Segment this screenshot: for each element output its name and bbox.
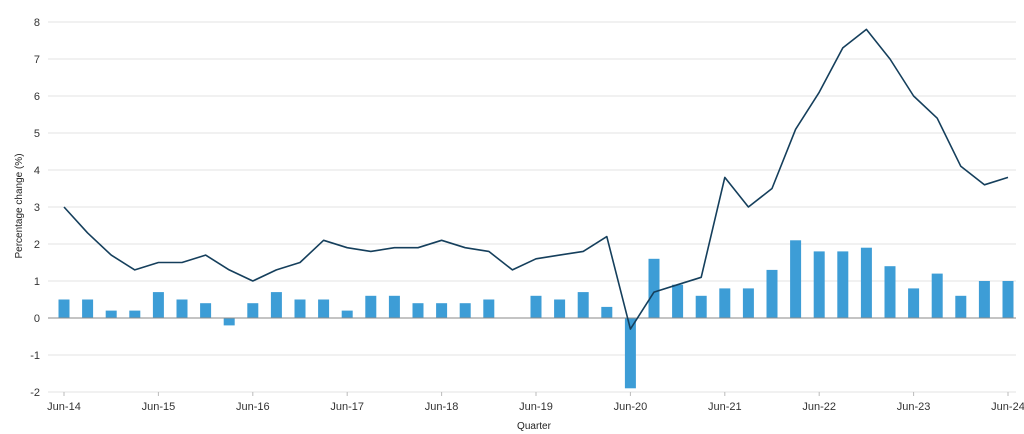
y-tick-label: 7: [34, 54, 40, 66]
x-tick-label: Jun-15: [142, 401, 176, 413]
gridlines: [48, 21, 1016, 393]
bar: [931, 273, 943, 318]
bar: [459, 303, 471, 318]
bar: [577, 292, 589, 318]
y-tick-label: -1: [30, 350, 40, 362]
bar: [624, 318, 636, 389]
x-tick-label: Jun-24: [991, 401, 1024, 413]
bar: [1002, 281, 1014, 318]
bar: [860, 247, 872, 318]
bar: [742, 288, 754, 318]
bar: [672, 284, 684, 318]
bar: [152, 292, 164, 318]
x-tick-label: Jun-17: [330, 401, 364, 413]
bar: [955, 295, 967, 318]
bar: [719, 288, 731, 318]
bar: [176, 299, 188, 318]
bar: [648, 258, 660, 318]
y-tick-label: 1: [34, 276, 40, 288]
bar: [884, 266, 896, 318]
bar: [601, 306, 613, 318]
x-tick-label: Jun-20: [614, 401, 648, 413]
bar: [294, 299, 306, 318]
x-axis-title: Quarter: [517, 421, 552, 432]
x-tick-label: Jun-16: [236, 401, 270, 413]
bar: [908, 288, 920, 318]
y-tick-label: 5: [34, 128, 40, 140]
x-tick-label: Jun-19: [519, 401, 553, 413]
bar: [436, 303, 448, 318]
series-line: [63, 28, 1009, 330]
x-tick-label: Jun-14: [47, 401, 81, 413]
bar: [483, 299, 495, 318]
bar: [223, 318, 235, 326]
y-tick-label: 3: [34, 202, 40, 214]
bar: [554, 299, 566, 318]
bar: [318, 299, 330, 318]
y-tick-label: 0: [34, 313, 40, 325]
line-series: [63, 28, 1009, 330]
y-tick-label: 8: [34, 17, 40, 29]
y-tick-label: 6: [34, 91, 40, 103]
bar: [58, 299, 70, 318]
bar: [270, 292, 282, 318]
bar: [530, 295, 542, 318]
bar: [766, 269, 778, 318]
bar: [341, 310, 353, 318]
bar-series: [58, 240, 1014, 389]
bar: [695, 295, 707, 318]
y-axis-title: Percentage change (%): [14, 153, 25, 258]
bar: [412, 303, 424, 318]
bar: [388, 295, 400, 318]
bar: [365, 295, 377, 318]
x-tick-label: Jun-21: [708, 401, 742, 413]
x-tick-label: Jun-18: [425, 401, 459, 413]
y-tick-label: 2: [34, 239, 40, 251]
x-tick-label: Jun-23: [897, 401, 931, 413]
y-tick-label: -2: [30, 387, 40, 399]
x-tick-label: Jun-22: [802, 401, 836, 413]
bar: [837, 251, 849, 318]
y-tick-label: 4: [34, 165, 40, 177]
bar: [105, 310, 117, 318]
x-axis-ticks: Jun-14 Jun-15 Jun-16 Jun-17 Jun-18 Jun-19 Jun-…: [47, 392, 1024, 413]
y-axis-ticks: -2 -1 0 1 2 3 4 5 6 7 8: [30, 17, 40, 399]
bar: [790, 240, 802, 318]
bar: [978, 281, 990, 318]
bar: [82, 299, 94, 318]
bar: [129, 310, 141, 318]
bar: [247, 303, 259, 318]
bar: [813, 251, 825, 318]
bar: [200, 303, 212, 318]
